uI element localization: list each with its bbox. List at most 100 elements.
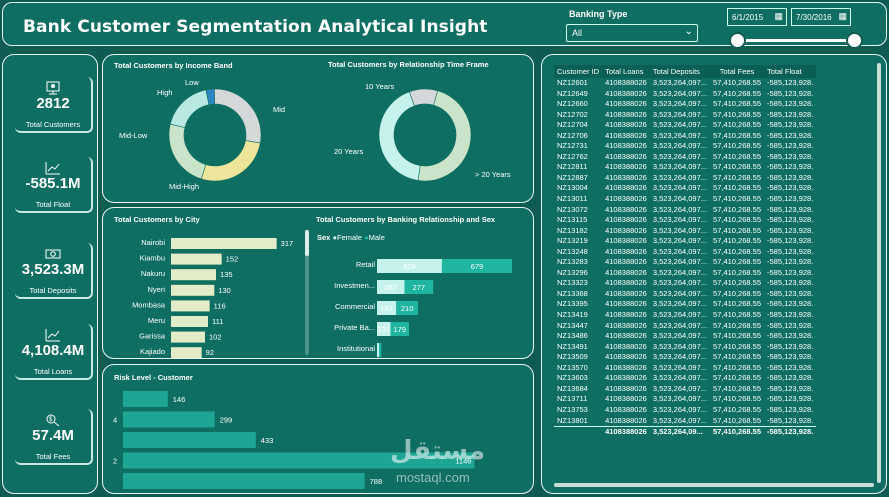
col-total-fees[interactable]: Total Fees [710, 65, 764, 78]
table-row[interactable]: NZ13182 4108388026 3,523,264,097... 57,410,… [554, 226, 816, 237]
city-bar[interactable] [171, 284, 215, 296]
table-row[interactable]: NZ13753 4108388026 3,523,264,097... 57,410,… [554, 405, 816, 416]
table-row[interactable]: NZ13509 4108388026 3,523,264,097... 57,410,… [554, 352, 816, 363]
female-bar[interactable] [377, 322, 391, 336]
risk-bar[interactable] [123, 391, 168, 407]
table-row[interactable]: NZ13395 4108388026 3,523,264,097... 57,410,… [554, 299, 816, 310]
table-row[interactable]: NZ13684 4108388026 3,523,264,097... 57,410,… [554, 384, 816, 395]
table-row[interactable]: NZ13801 4108388026 3,523,264,097... 57,410,… [554, 416, 816, 427]
kpi-card: $ 57.4M Total Fees [15, 409, 93, 465]
cell-total-fees: 57,410,268.55 [713, 130, 761, 140]
cell-total-loans: 4108388026 [605, 299, 647, 309]
female-bar[interactable] [377, 343, 380, 357]
table-row[interactable]: NZ12704 4108388026 3,523,264,097... 57,410,… [554, 120, 816, 131]
table-row[interactable]: NZ13072 4108388026 3,523,264,097... 57,410,… [554, 205, 816, 216]
slider-end-handle[interactable] [846, 32, 863, 49]
table-row[interactable]: NZ13711 4108388026 3,523,264,097... 57,410,… [554, 394, 816, 405]
male-bar[interactable] [441, 259, 512, 273]
kpi-value: 2812 [36, 95, 70, 112]
cell-customer-id: NZ13509 [557, 352, 588, 362]
table-row[interactable]: NZ13603 4108388026 3,523,264,097... 57,410,… [554, 373, 816, 384]
male-bar[interactable] [379, 343, 382, 357]
time-frame-slice[interactable] [417, 90, 472, 182]
income-band-slice[interactable] [200, 140, 261, 182]
cell-customer-id: NZ13753 [557, 404, 588, 414]
income-band-slice[interactable] [169, 89, 210, 128]
table-row[interactable]: NZ13570 4108388026 3,523,264,097... 57,410,… [554, 363, 816, 374]
time-frame-slice[interactable] [378, 91, 421, 181]
table-row[interactable]: NZ13491 4108388026 3,523,264,097... 57,410,… [554, 342, 816, 353]
col-total-loans[interactable]: Total Loans [602, 65, 650, 78]
income-band-slice[interactable] [214, 88, 262, 144]
calendar-icon[interactable]: ▦ [838, 11, 847, 21]
date-end-input[interactable]: 7/30/2016 ▦ [791, 8, 851, 26]
table-row[interactable]: NZ12601 4108388026 3,523,264,097... 57,410,… [554, 78, 816, 89]
city-bar[interactable] [171, 300, 210, 312]
city-bar[interactable] [171, 347, 202, 359]
table-row[interactable]: NZ13011 4108388026 3,523,264,097... 57,410,… [554, 194, 816, 205]
date-start-input[interactable]: 6/1/2015 ▦ [727, 8, 787, 26]
table-row[interactable]: NZ13323 4108388026 3,523,264,097... 57,410,… [554, 278, 816, 289]
risk-bar[interactable] [123, 473, 365, 489]
table-row[interactable]: NZ12706 4108388026 3,523,264,097... 57,410,… [554, 131, 816, 142]
risk-data-label: 788 [370, 477, 383, 486]
city-bar[interactable] [171, 253, 222, 265]
table-row[interactable]: NZ13296 4108388026 3,523,264,097... 57,410,… [554, 268, 816, 279]
table-row[interactable]: NZ13219 4108388026 3,523,264,097... 57,410,… [554, 236, 816, 247]
col-total-float[interactable]: Total Float [764, 65, 817, 78]
female-bar[interactable] [377, 301, 397, 315]
male-bar[interactable] [396, 301, 418, 315]
risk-data-label: 299 [220, 416, 233, 425]
col-customer-id[interactable]: Customer ID [554, 65, 603, 78]
table-row[interactable]: NZ13283 4108388026 3,523,264,097... 57,410,… [554, 257, 816, 268]
col-total-deposits[interactable]: Total Deposits [649, 65, 711, 78]
table-row[interactable]: NZ13447 4108388026 3,523,264,097... 57,410,… [554, 321, 816, 332]
cell-total-deposits: 3,523,264,097... [652, 162, 708, 172]
table-row[interactable]: NZ12887 4108388026 3,523,264,097... 57,410,… [554, 173, 816, 184]
table-vertical-scrollbar[interactable] [877, 63, 881, 483]
table-row[interactable]: NZ13004 4108388026 3,523,264,097... 57,410,… [554, 183, 816, 194]
income-band-slice[interactable] [168, 123, 207, 180]
calendar-icon[interactable]: ▦ [774, 11, 783, 21]
city-bar[interactable] [171, 316, 208, 327]
table-row[interactable]: NZ12660 4108388026 3,523,264,097... 57,410,… [554, 99, 816, 110]
risk-data-label: 146 [173, 395, 186, 404]
table-horizontal-scrollbar[interactable] [554, 483, 874, 487]
cell-total-fees: 57,410,268.55 [713, 183, 761, 193]
table-row[interactable]: NZ13248 4108388026 3,523,264,097... 57,410,… [554, 247, 816, 258]
city-tick-label: Kajiado [140, 347, 165, 356]
city-scrollbar-thumb[interactable] [305, 230, 309, 256]
kpi-value: 3,523.3M [21, 261, 85, 278]
relationship-tick-label: Private Ba... [334, 323, 375, 332]
watermark-logo: مستقل [390, 436, 486, 466]
male-bar[interactable] [404, 280, 434, 294]
city-bar[interactable] [171, 331, 205, 343]
slider-start-handle[interactable] [729, 32, 746, 49]
male-bar[interactable] [390, 322, 409, 336]
risk-bar[interactable] [123, 432, 256, 448]
table-row[interactable]: NZ12731 4108388026 3,523,264,097... 57,410,… [554, 141, 816, 152]
table-row[interactable]: NZ12762 4108388026 3,523,264,097... 57,410,… [554, 152, 816, 163]
cell-total-loans: 4108388026 [605, 341, 647, 351]
female-bar[interactable] [377, 259, 442, 273]
table-row[interactable]: NZ13115 4108388026 3,523,264,097... 57,410,… [554, 215, 816, 226]
table-row[interactable]: NZ12702 4108388026 3,523,264,097... 57,410,… [554, 110, 816, 121]
city-scrollbar[interactable] [305, 230, 309, 355]
table-row[interactable]: NZ12649 4108388026 3,523,264,097... 57,410,… [554, 89, 816, 100]
cell-total-fees: 57,410,268.55 [713, 194, 761, 204]
table-row[interactable]: NZ13486 4108388026 3,523,264,097... 57,410,… [554, 331, 816, 342]
risk-bar[interactable] [123, 411, 215, 428]
cell-total-loans: 4108388026 [605, 172, 647, 182]
cell-total-deposits: 3,523,264,097... [652, 415, 708, 425]
table-row[interactable]: NZ13368 4108388026 3,523,264,097... 57,410,… [554, 289, 816, 300]
banking-type-dropdown[interactable]: All ⌄ [566, 24, 698, 42]
female-bar[interactable] [377, 280, 405, 294]
female-data-label: 629 [403, 262, 416, 271]
cell-total-fees: 57,410,268.55 [713, 415, 761, 425]
date-range-slider[interactable] [738, 39, 855, 42]
table-row[interactable]: NZ12811 4108388026 3,523,264,097... 57,410,… [554, 162, 816, 173]
table-row[interactable]: NZ13419 4108388026 3,523,264,097... 57,410,… [554, 310, 816, 321]
city-bar[interactable] [171, 238, 277, 249]
city-bar[interactable] [171, 269, 216, 281]
risk-bar[interactable] [123, 452, 475, 469]
